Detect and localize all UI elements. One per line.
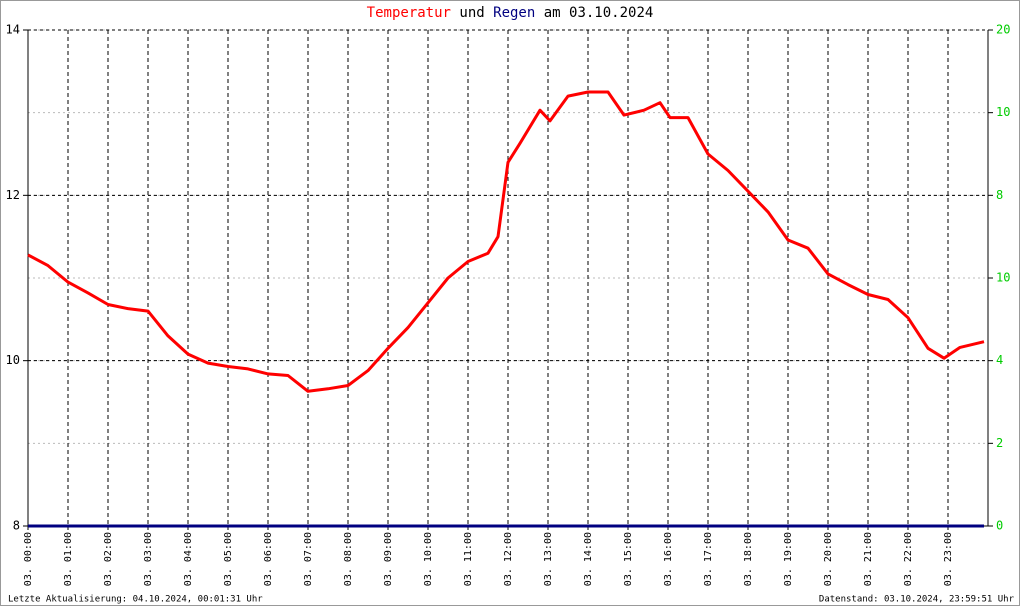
x-tick-label: 03. 06:00	[263, 532, 274, 586]
y2-tick-label: 4	[996, 353, 1003, 367]
title-word: Temperatur	[367, 5, 451, 21]
footer-left: Letzte Aktualisierung: 04.10.2024, 00:01…	[8, 595, 263, 605]
x-tick-label: 03. 07:00	[303, 532, 314, 586]
title-word: am 03.10.2024	[544, 5, 654, 21]
x-tick-label: 03. 23:00	[943, 532, 954, 586]
x-tick-label: 03. 14:00	[583, 532, 594, 586]
y2-tick-label: 20	[996, 23, 1010, 37]
x-tick-label: 03. 16:00	[663, 532, 674, 586]
footer-right: Datenstand: 03.10.2024, 23:59:51 Uhr	[819, 595, 1015, 605]
x-tick-label: 03. 19:00	[783, 532, 794, 586]
x-tick-label: 03. 12:00	[503, 532, 514, 586]
y2-tick-label: 8	[996, 188, 1003, 202]
data-line	[27, 90, 985, 393]
x-tick-label: 03. 04:00	[183, 532, 194, 586]
y2-tick-label: 2	[996, 436, 1003, 450]
x-tick-label: 03. 11:00	[463, 532, 474, 586]
y2-tick-label: 10	[996, 105, 1010, 119]
x-tick-label: 03. 13:00	[543, 532, 554, 586]
y-tick-label: 10	[6, 353, 20, 367]
x-tick-label: 03. 05:00	[223, 532, 234, 586]
x-tick-label: 03. 08:00	[343, 532, 354, 586]
x-tick-label: 03. 01:00	[63, 532, 74, 586]
x-tick-label: 03. 02:00	[103, 532, 114, 586]
x-tick-label: 03. 00:00	[23, 532, 34, 586]
y-tick-label: 8	[13, 519, 20, 533]
y2-tick-label: 0	[996, 519, 1003, 533]
x-tick-label: 03. 15:00	[623, 532, 634, 586]
x-tick-label: 03. 18:00	[743, 532, 754, 586]
y-tick-label: 14	[6, 23, 20, 37]
x-tick-label: 03. 03:00	[143, 532, 154, 586]
x-tick-label: 03. 22:00	[903, 532, 914, 586]
y-tick-label: 12	[6, 188, 20, 202]
chart-title: Temperatur und Regen am 03.10.2024	[367, 5, 654, 21]
title-word: und	[459, 5, 484, 21]
y2-tick-label: 10	[996, 271, 1010, 285]
x-tick-label: 03. 20:00	[823, 532, 834, 586]
x-tick-label: 03. 17:00	[703, 532, 714, 586]
x-tick-label: 03. 21:00	[863, 532, 874, 586]
title-word: Regen	[493, 5, 535, 21]
x-tick-label: 03. 09:00	[383, 532, 394, 586]
x-tick-label: 03. 10:00	[423, 532, 434, 586]
